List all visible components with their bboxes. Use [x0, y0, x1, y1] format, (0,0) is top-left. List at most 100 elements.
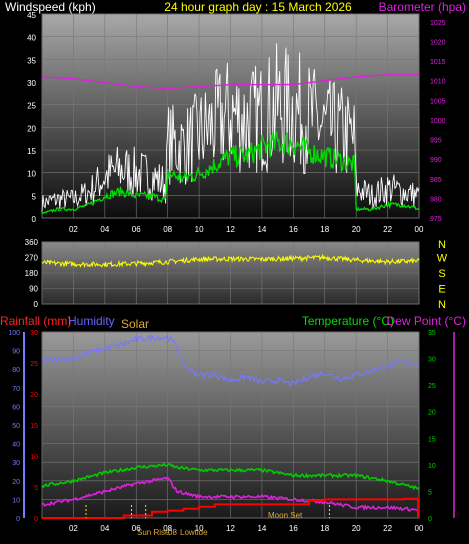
climate-series-group: [41, 334, 420, 519]
rainfall-line: [42, 497, 419, 519]
climate-x-tick-label: 22: [383, 524, 392, 533]
direction-tick-label: 0: [34, 300, 39, 309]
direction-tick-label: 90: [29, 285, 38, 294]
temperature-tick-label: 0: [428, 516, 432, 523]
wind-tick-label: 40: [27, 34, 36, 43]
wind-x-tick-label: 02: [69, 225, 78, 234]
wind-tick-label: 10: [27, 170, 36, 179]
direction-series-group: [41, 253, 420, 268]
temperature-tick-label: 10: [428, 463, 436, 470]
temperature-tick-label: 25: [428, 383, 436, 390]
barometer-axis-title: Barometer (hpa): [379, 0, 466, 14]
climate-x-tick-label: 20: [352, 524, 361, 533]
humidity-line: [41, 334, 420, 387]
climate-x-tick-label: 16: [289, 524, 298, 533]
humidity-tick-label: 20: [12, 479, 20, 486]
wind-panel: 0510152025303540459759809859909951000100…: [5, 0, 466, 234]
humidity-tick-label: 40: [12, 442, 20, 449]
wind-average-line: [41, 131, 420, 215]
temperature-tick-label: 30: [428, 357, 436, 364]
barometer-tick-label: 1025: [430, 20, 446, 27]
wind-tick-label: 30: [27, 79, 36, 88]
wind-direction-line: [41, 253, 420, 268]
compass-label: N: [438, 299, 446, 311]
humidity-tick-label: 70: [12, 386, 20, 393]
sunrise-hour-annotation: 08: [168, 528, 177, 537]
wind-x-tick-label: 04: [100, 225, 109, 234]
climate-x-tick-label: 00: [415, 524, 424, 533]
climate-x-tick-label: 08: [163, 524, 172, 533]
sunrise-annotation: Sun Rise: [137, 528, 170, 537]
wind-tick-label: 45: [27, 11, 36, 20]
climate-x-tick-label: 04: [100, 524, 109, 533]
temperature-tick-label: 35: [428, 330, 436, 337]
climate-axis-labels: 0 10 20 30 40 50 60 70 80 90 10 00 5 10 15 20 25 30 0 5 10 15…: [8, 330, 455, 537]
humidity-tick-label: 60: [12, 404, 20, 411]
wind-tick-label: 20: [27, 124, 36, 133]
humidity-tick-label: 90: [12, 349, 20, 356]
climate-gridlines: [42, 331, 420, 519]
wind-tick-label: 15: [27, 147, 36, 156]
wind-series-group: [41, 43, 420, 215]
direction-tick-label: 180: [25, 269, 39, 278]
wind-x-tick-label: 00: [415, 225, 424, 234]
barometer-line: [41, 74, 419, 90]
temperature-tick-label: 5: [428, 489, 432, 496]
temperature-line: [41, 462, 420, 491]
barometer-tick-label: 990: [430, 157, 442, 164]
climate-x-tick-label: 02: [69, 524, 78, 533]
rain-tick-label: 25: [30, 361, 38, 368]
wind-tick-label: 0: [32, 215, 37, 224]
barometer-tick-label: 1020: [430, 39, 446, 46]
windspeed-line: [41, 43, 420, 212]
rain-tick-label: 30: [30, 330, 38, 337]
wind-tick-label: 35: [27, 56, 36, 65]
rain-tick-label: 5: [34, 485, 38, 492]
wind-gridlines: [42, 13, 420, 219]
wind-x-tick-label: 18: [320, 225, 329, 234]
temperature-tick-label: 15: [428, 436, 436, 443]
rain-tick-label: 10: [30, 454, 38, 461]
wind-axis-title: Windspeed (kph): [5, 0, 96, 14]
humidity-tick-label: 0: [16, 516, 20, 523]
compass-label: W: [437, 253, 448, 265]
humidity-tick-label: 50: [12, 423, 20, 430]
wind-x-tick-label: 22: [383, 225, 392, 234]
climate-x-tick-label: 12: [226, 524, 235, 533]
barometer-tick-label: 1000: [430, 118, 446, 125]
direction-gridlines: [42, 241, 420, 305]
wind-x-tick-label: 14: [257, 225, 266, 234]
climate-x-tick-label: 14: [257, 524, 266, 533]
humidity-tick-label: 80: [12, 367, 20, 374]
climate-x-tick-label: 10: [195, 524, 204, 533]
temperature-label: Temperature (°C): [302, 314, 394, 328]
wind-x-tick-label: 06: [132, 225, 141, 234]
climate-panel: 0 10 20 30 40 50 60 70 80 90 10 00 5 10 15 20 25 30 0 5 10 15…: [0, 314, 466, 537]
wind-tick-label: 5: [32, 192, 37, 201]
humidity-tick-label: 10: [12, 497, 20, 504]
rain-tick-label: 0: [34, 516, 38, 523]
climate-x-tick-label: 18: [320, 524, 329, 533]
compass-label: S: [438, 268, 445, 280]
wind-x-tick-label: 08: [163, 225, 172, 234]
barometer-tick-label: 1005: [430, 98, 446, 105]
moonset-annotation: Moon Set: [268, 511, 303, 520]
wind-x-tick-label: 10: [195, 225, 204, 234]
direction-tick-label: 360: [25, 238, 39, 247]
barometer-tick-label: 980: [430, 196, 442, 203]
rain-tick-label: 20: [30, 392, 38, 399]
compass-label: E: [438, 284, 445, 296]
rain-tick-label: 15: [30, 423, 38, 430]
humidity-label: Humidity: [68, 314, 115, 328]
barometer-tick-label: 1010: [430, 79, 446, 86]
lowtide-annotation: Lowtide: [180, 528, 208, 537]
rainfall-label: Rainfall (mm): [0, 314, 71, 328]
wind-x-tick-label: 16: [289, 225, 298, 234]
barometer-tick-label: 985: [430, 177, 442, 184]
compass-label: N: [438, 239, 446, 251]
temperature-tick-label: 20: [428, 410, 436, 417]
wind-x-tick-label: 20: [352, 225, 361, 234]
